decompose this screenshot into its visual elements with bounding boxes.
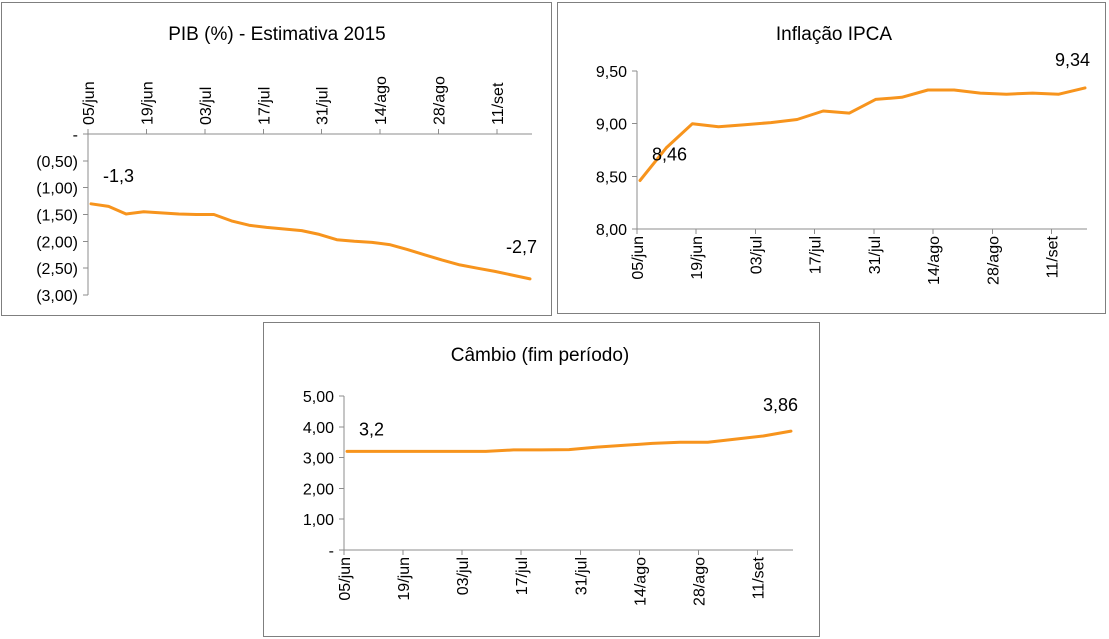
x-tick-label: 17/jul xyxy=(514,557,531,595)
chart-ipca: Inflação IPCA 8,00 8,50 9,00 9,50 05/jun 19/j… xyxy=(596,24,1090,285)
chart-cambio: Câmbio (fim período) - 1,00 2,00 3,00 4,00 5,… xyxy=(303,345,798,606)
x-tick-label: 14/ago xyxy=(632,557,649,606)
chart-panel-ipca: Inflação IPCA 8,00 8,50 9,00 9,50 05/jun 19/j… xyxy=(557,2,1106,314)
x-tick-label: 05/jun xyxy=(81,81,98,125)
x-tick-label: 14/ago xyxy=(926,236,943,285)
x-tick-label: 03/jul xyxy=(455,557,472,595)
y-tick-label: 8,00 xyxy=(596,222,627,239)
x-tick-label: 11/set xyxy=(751,556,768,599)
chart-title: Inflação IPCA xyxy=(776,24,892,45)
y-tick-label: (0,50) xyxy=(36,154,78,171)
data-label: 8,46 xyxy=(652,145,687,165)
chart-panel-cambio: Câmbio (fim período) - 1,00 2,00 3,00 4,00 5,… xyxy=(263,322,820,637)
x-tick-label: 31/jul xyxy=(315,87,332,125)
data-label: 3,86 xyxy=(763,395,798,415)
series-line xyxy=(345,429,793,453)
series-line xyxy=(89,202,532,281)
data-label: -1,3 xyxy=(103,166,134,186)
x-tick-label: 03/jul xyxy=(198,87,215,125)
chart-pib: PIB (%) - Estimativa 2015 - (0,50) (1,00) (… xyxy=(36,24,537,305)
y-tick-label: - xyxy=(329,543,334,560)
y-tick-label: (3,00) xyxy=(36,288,78,305)
y-tick-label: 4,00 xyxy=(303,420,334,437)
y-tick-label: 1,00 xyxy=(303,512,334,529)
series-line xyxy=(638,86,1087,182)
x-tick-label: 05/jun xyxy=(337,557,354,601)
y-tick-label: 9,50 xyxy=(596,64,627,81)
data-label: 3,2 xyxy=(359,419,384,439)
x-tick-label: 17/jul xyxy=(256,87,273,125)
x-tick-label: 31/jul xyxy=(573,557,590,595)
y-tick-label: 2,00 xyxy=(303,481,334,498)
y-tick-label: (2,00) xyxy=(36,234,78,251)
x-tick-label: 11/set xyxy=(490,82,507,125)
x-tick-label: 19/jun xyxy=(139,81,156,125)
y-tick-label: 3,00 xyxy=(303,451,334,468)
x-tick-label: 28/ago xyxy=(691,557,708,606)
x-tick-label: 14/ago xyxy=(373,76,390,125)
data-label: -2,7 xyxy=(506,237,537,257)
x-tick-label: 19/jun xyxy=(396,557,413,601)
y-tick-label: 5,00 xyxy=(303,389,334,406)
x-tick-label: 11/set xyxy=(1044,235,1061,278)
chart-title: Câmbio (fim período) xyxy=(451,345,629,366)
x-tick-label: 03/jul xyxy=(748,236,765,274)
y-tick-label: - xyxy=(73,127,78,144)
y-tick-label: 9,00 xyxy=(596,117,627,134)
y-tick-label: 8,50 xyxy=(596,169,627,186)
x-tick-label: 19/jun xyxy=(689,236,706,280)
x-tick-label: 28/ago xyxy=(985,236,1002,285)
x-tick-label: 28/ago xyxy=(432,76,449,125)
y-tick-label: (2,50) xyxy=(36,261,78,278)
data-label: 9,34 xyxy=(1055,50,1090,70)
x-tick-label: 17/jul xyxy=(808,236,825,274)
chart-panel-pib: PIB (%) - Estimativa 2015 - (0,50) (1,00) (… xyxy=(1,2,552,316)
x-tick-label: 31/jul xyxy=(867,236,884,274)
y-tick-label: (1,00) xyxy=(36,181,78,198)
chart-title: PIB (%) - Estimativa 2015 xyxy=(168,24,386,45)
x-tick-label: 05/jun xyxy=(630,236,647,280)
y-tick-label: (1,50) xyxy=(36,208,78,225)
